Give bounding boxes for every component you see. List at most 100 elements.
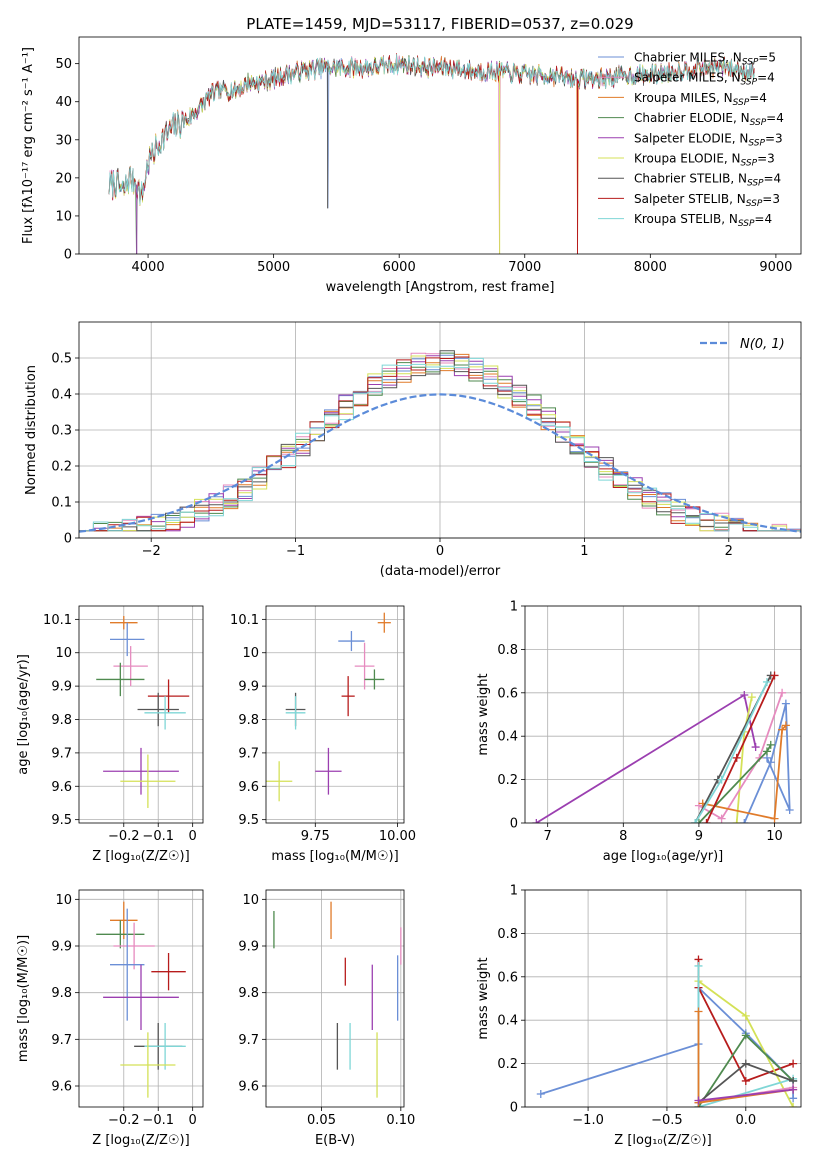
legend-suffix: =4: [749, 91, 767, 105]
y-tick-label: 50: [55, 57, 72, 72]
y-tick-label: 10.1: [43, 613, 72, 628]
y-tick-label: 1: [510, 884, 518, 899]
y-tick-label: 1: [510, 600, 518, 615]
x-axis-label: mass [log₁₀(M/M☉)]: [271, 849, 398, 864]
legend-sub: SSP: [741, 78, 758, 88]
plot-area-weight_vs_age: [532, 671, 794, 823]
y-tick-label: 10: [242, 646, 259, 661]
y-tick-label: 9.9: [51, 680, 72, 695]
weight-marker-kroupa_elodie: [789, 1103, 798, 1107]
y-axis-label: mass weight: [476, 957, 491, 1039]
legend-sub: SSP: [733, 98, 750, 108]
x-tick-label: 10: [766, 829, 783, 844]
x-tick-label: 0: [436, 544, 444, 559]
weight-marker-salpeter_elodie: [694, 1096, 703, 1105]
legend-entry: Chabrier ELODIE, NSSP=4: [634, 111, 784, 128]
legend-suffix: =4: [764, 172, 782, 186]
y-tick-label: 0.2: [497, 773, 518, 788]
x-tick-label: 5000: [257, 260, 290, 275]
weight-line-chabrier_miles: [743, 703, 791, 823]
legend-entry: Salpeter ELODIE, NSSP=3: [634, 131, 783, 148]
weight-marker-salpeter_stelib: [732, 753, 741, 762]
y-tick-label: 10: [55, 646, 72, 661]
legend-name: Kroupa STELIB, N: [634, 212, 738, 226]
weight-marker-chabrier_miles: [740, 819, 749, 823]
weight-line-salpeter_elodie: [698, 1088, 794, 1102]
y-tick-label: 9.8: [238, 986, 259, 1001]
legend-normal: Ν(0, 1): [740, 337, 785, 352]
panel-age_vs_z: −0.2 −0.1 0 9.5 9.6 9.7 9.8 9.9 10 10.1 Z [log₁₀(Z…: [16, 605, 204, 864]
weight-marker-chabrier_elodie: [766, 740, 775, 749]
weight-marker-kroupa_miles: [781, 721, 790, 730]
x-tick-label: 8000: [634, 260, 667, 275]
x-tick-label: 0.05: [307, 1113, 336, 1128]
y-tick-label: 9.7: [51, 1033, 72, 1048]
histogram-salpeter_miles: [79, 352, 801, 532]
weight-marker-chabrier_miles: [785, 805, 794, 814]
plot-area-mass_vs_ebv: [273, 901, 402, 1098]
x-tick-label: −2: [142, 544, 161, 559]
y-tick-label: 0.3: [51, 424, 72, 439]
y-tick-label: 0: [510, 817, 518, 832]
axes-frame: [524, 889, 802, 1108]
x-tick-label: −0.5: [651, 1113, 683, 1128]
x-axis-label: wavelength [Angstrom, rest frame]: [326, 280, 555, 295]
x-tick-label: 7: [544, 829, 552, 844]
axes-frame: [78, 605, 204, 824]
weight-marker-chabrier_elodie: [741, 1031, 750, 1040]
y-tick-label: 0.1: [51, 496, 72, 511]
y-tick-label: 0.8: [497, 927, 518, 942]
plot-area-age_vs_z: [96, 616, 190, 808]
panel-weight_vs_age: 7 8 9 10 0 0.2 0.4 0.6 0.8 1 age [log₁₀(age/yr)] ma…: [476, 600, 802, 864]
spectrum-line-kroupa_stelib: [108, 54, 755, 205]
weight-marker-kroupa_elodie: [747, 693, 756, 702]
legend-entry: Kroupa STELIB, NSSP=4: [634, 212, 772, 229]
y-axis-label: mass weight: [476, 673, 491, 755]
y-axis-label: Normed distribution: [24, 365, 39, 495]
y-tick-label: 0.4: [51, 388, 72, 403]
weight-marker-chabrier_miles: [781, 699, 790, 708]
x-axis-label: (data-model)/error: [380, 564, 501, 579]
weight-marker-kroupa_elodie: [741, 1011, 750, 1020]
x-tick-label: −0.2: [108, 1113, 140, 1128]
weight-marker-salpeter_stelib: [770, 671, 779, 680]
axes-frame: [524, 605, 802, 824]
x-tick-label: 9.75: [301, 829, 330, 844]
weight-line-salpeter_miles: [698, 692, 783, 820]
legend-entry: Salpeter MILES, NSSP=4: [634, 71, 775, 88]
y-tick-label: 10: [55, 893, 72, 908]
x-tick-label: 2: [725, 544, 733, 559]
plot-area-residuals: [79, 350, 801, 533]
weight-marker-salpeter_miles: [778, 688, 787, 697]
y-tick-label: 0.4: [497, 730, 518, 745]
axes-frame: [78, 321, 802, 539]
axes-frame: [78, 889, 204, 1108]
weight-marker-kroupa_miles: [694, 1007, 703, 1016]
weight-marker-chabrier_elodie: [694, 819, 703, 823]
legend-suffix: =4: [757, 71, 775, 85]
y-tick-label: 0: [64, 248, 72, 263]
y-tick-label: 9.7: [51, 746, 72, 761]
x-axis-label: Z [log₁₀(Z/Z☉)]: [614, 1133, 711, 1148]
y-tick-label: 0.2: [497, 1057, 518, 1072]
axes-frame: [265, 889, 405, 1108]
legend-sub: SSP: [741, 159, 758, 169]
legend-suffix: =3: [765, 131, 783, 145]
y-tick-label: 10: [242, 893, 259, 908]
y-tick-label: 9.9: [51, 940, 72, 955]
legend-name: Chabrier ELODIE, N: [634, 111, 750, 125]
legend-sub: SSP: [748, 138, 765, 148]
x-tick-label: −0.2: [108, 829, 140, 844]
legend-suffix: =3: [757, 152, 775, 166]
weight-marker-chabrier_miles: [536, 1089, 545, 1098]
legend-sub: SSP: [746, 199, 763, 209]
legend-name: Salpeter STELIB, N: [634, 192, 746, 206]
y-tick-label: 10.1: [230, 613, 259, 628]
y-axis-label: Flux [fλ10⁻¹⁷ erg cm⁻² s⁻¹ A⁻¹]: [21, 47, 36, 244]
panel-mass_vs_z: −0.2 −0.1 0 9.6 9.7 9.8 9.9 10 Z [log₁₀(Z/Z☉)] ma…: [16, 889, 204, 1148]
x-tick-label: 0.0: [735, 1113, 756, 1128]
x-axis-label: E(B-V): [315, 1133, 355, 1148]
plot-area-mass_vs_z: [96, 901, 186, 1098]
weight-marker-salpeter_elodie: [740, 690, 749, 699]
weight-marker-salpeter_stelib: [789, 1059, 798, 1068]
